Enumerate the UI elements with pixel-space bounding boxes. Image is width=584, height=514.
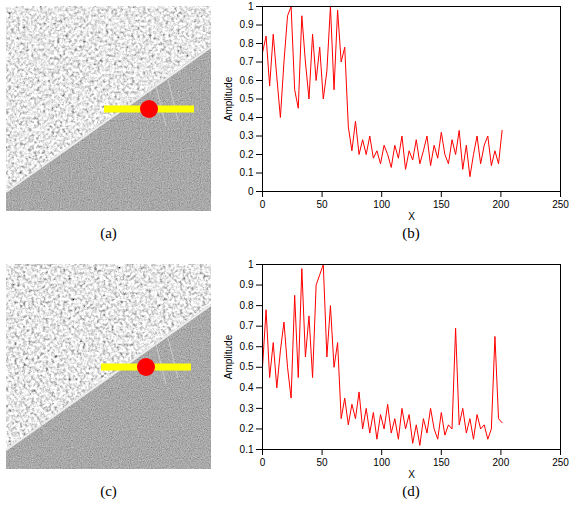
svg-text:0.4: 0.4 <box>240 112 254 123</box>
svg-text:150: 150 <box>433 457 450 468</box>
html-text:(a): (a) <box>100 225 117 241</box>
svg-text:100: 100 <box>373 199 390 210</box>
html-text:(d): (d) <box>402 483 420 499</box>
svg-text:0.6: 0.6 <box>240 75 254 86</box>
svg-text:200: 200 <box>493 199 510 210</box>
svg-text:0.2: 0.2 <box>240 423 254 434</box>
svg-text:0.8: 0.8 <box>240 38 254 49</box>
html-text:(b): (b) <box>402 225 420 241</box>
svg-text:0.8: 0.8 <box>240 300 254 311</box>
svg-text:100: 100 <box>373 457 390 468</box>
svg-text:0: 0 <box>260 457 266 468</box>
svg-text:1: 1 <box>248 1 254 12</box>
svg-text:0.1: 0.1 <box>240 444 254 455</box>
svg-text:0.7: 0.7 <box>240 320 254 331</box>
svg-text:1: 1 <box>248 259 254 270</box>
svg-text:250: 250 <box>552 199 569 210</box>
svg-text:250: 250 <box>552 457 569 468</box>
svg-text:0.9: 0.9 <box>240 279 254 290</box>
svg-text:0: 0 <box>260 199 266 210</box>
svg-text:Amplitude: Amplitude <box>223 76 234 121</box>
svg-text:50: 50 <box>317 199 329 210</box>
svg-text:0.5: 0.5 <box>240 93 254 104</box>
svg-text:0: 0 <box>248 186 254 197</box>
svg-text:0.9: 0.9 <box>240 19 254 30</box>
html-text:(c): (c) <box>100 483 117 499</box>
svg-text:50: 50 <box>317 457 329 468</box>
svg-text:150: 150 <box>433 199 450 210</box>
svg-text:0.6: 0.6 <box>240 341 254 352</box>
svg-text:0.3: 0.3 <box>240 403 254 414</box>
svg-text:0.3: 0.3 <box>240 130 254 141</box>
svg-text:0.7: 0.7 <box>240 56 254 67</box>
svg-text:0.1: 0.1 <box>240 167 254 178</box>
svg-text:0.4: 0.4 <box>240 382 254 393</box>
svg-text:Amplitude: Amplitude <box>223 334 234 379</box>
svg-text:X: X <box>408 211 415 222</box>
svg-text:0.5: 0.5 <box>240 361 254 372</box>
svg-text:200: 200 <box>493 457 510 468</box>
svg-text:X: X <box>408 469 415 480</box>
svg-text:0.2: 0.2 <box>240 149 254 160</box>
